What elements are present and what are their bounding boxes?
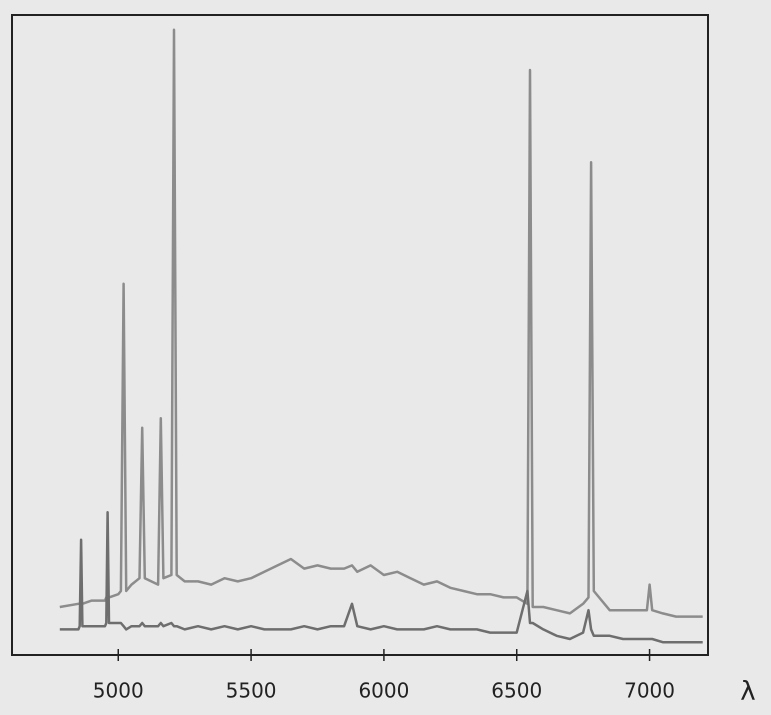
- x-tick-label: 6500: [491, 679, 542, 703]
- x-tick-label: 7000: [624, 679, 675, 703]
- spectrum-line: [59, 28, 703, 618]
- plot-frame: [11, 14, 709, 656]
- x-tick-label: 6000: [358, 679, 409, 703]
- x-axis-label: λ: [740, 677, 755, 707]
- spectrum-line: [59, 511, 703, 644]
- x-tick-label: 5000: [93, 679, 144, 703]
- x-tick-label: 5500: [226, 679, 277, 703]
